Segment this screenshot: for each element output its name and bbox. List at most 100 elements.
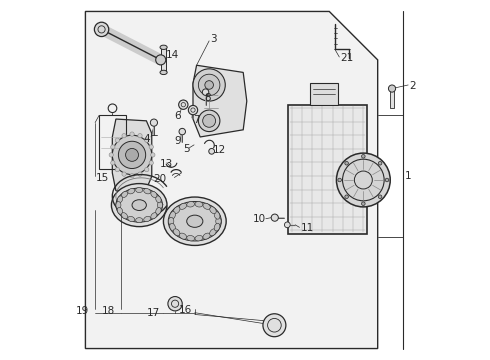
- Circle shape: [362, 202, 365, 206]
- Circle shape: [168, 297, 182, 311]
- Ellipse shape: [170, 223, 175, 231]
- Ellipse shape: [156, 196, 161, 203]
- Circle shape: [130, 132, 134, 136]
- Ellipse shape: [128, 216, 135, 222]
- Ellipse shape: [173, 207, 180, 213]
- Ellipse shape: [203, 203, 210, 210]
- Text: 10: 10: [253, 215, 267, 224]
- Ellipse shape: [144, 216, 150, 222]
- Ellipse shape: [179, 203, 187, 210]
- Circle shape: [337, 153, 390, 207]
- Circle shape: [285, 222, 290, 228]
- Ellipse shape: [111, 184, 167, 226]
- Ellipse shape: [169, 217, 174, 225]
- Circle shape: [122, 134, 126, 138]
- Ellipse shape: [216, 217, 221, 225]
- Ellipse shape: [210, 207, 216, 213]
- Ellipse shape: [160, 70, 167, 75]
- Ellipse shape: [187, 202, 195, 207]
- Circle shape: [145, 138, 149, 142]
- Circle shape: [145, 167, 149, 172]
- Circle shape: [179, 100, 188, 109]
- Bar: [310, 83, 338, 105]
- Bar: [288, 105, 367, 234]
- Text: 12: 12: [213, 145, 226, 155]
- Ellipse shape: [117, 207, 122, 214]
- Ellipse shape: [187, 215, 203, 227]
- Ellipse shape: [157, 202, 163, 209]
- Bar: [161, 47, 167, 72]
- Ellipse shape: [173, 229, 180, 236]
- Ellipse shape: [210, 229, 216, 236]
- Text: 7: 7: [193, 115, 199, 125]
- Ellipse shape: [116, 202, 121, 209]
- Ellipse shape: [187, 235, 195, 241]
- Polygon shape: [85, 12, 378, 348]
- Text: 17: 17: [147, 309, 160, 318]
- Circle shape: [138, 134, 142, 138]
- Ellipse shape: [195, 235, 203, 241]
- Ellipse shape: [195, 202, 203, 207]
- Circle shape: [188, 105, 197, 115]
- Circle shape: [151, 153, 155, 157]
- Circle shape: [115, 138, 120, 142]
- Circle shape: [198, 110, 220, 132]
- Circle shape: [209, 148, 215, 154]
- Ellipse shape: [132, 200, 147, 211]
- Bar: [390, 89, 394, 108]
- Ellipse shape: [151, 192, 157, 198]
- Text: 14: 14: [166, 50, 179, 60]
- Ellipse shape: [214, 212, 220, 219]
- Ellipse shape: [144, 189, 150, 194]
- Text: 20: 20: [154, 174, 167, 184]
- Circle shape: [109, 153, 113, 157]
- Circle shape: [149, 145, 153, 149]
- Ellipse shape: [214, 223, 220, 231]
- Circle shape: [271, 214, 278, 221]
- Circle shape: [149, 161, 153, 165]
- Circle shape: [150, 119, 157, 126]
- Polygon shape: [193, 65, 247, 137]
- Circle shape: [389, 85, 395, 92]
- Text: 9: 9: [174, 136, 181, 145]
- Text: 6: 6: [174, 111, 181, 121]
- Circle shape: [122, 172, 126, 176]
- Ellipse shape: [151, 213, 157, 219]
- Circle shape: [345, 195, 348, 198]
- Circle shape: [115, 167, 120, 172]
- Text: 18: 18: [102, 306, 115, 316]
- Circle shape: [338, 178, 342, 182]
- Ellipse shape: [136, 218, 143, 223]
- Circle shape: [263, 314, 286, 337]
- Bar: [99, 116, 126, 169]
- Circle shape: [111, 145, 115, 149]
- Ellipse shape: [179, 233, 187, 239]
- Circle shape: [203, 114, 216, 127]
- Circle shape: [345, 162, 348, 165]
- Text: 16: 16: [179, 305, 192, 315]
- Circle shape: [112, 135, 152, 175]
- Ellipse shape: [136, 188, 143, 193]
- Circle shape: [378, 162, 382, 165]
- Text: 2: 2: [409, 81, 416, 91]
- Ellipse shape: [203, 233, 210, 239]
- Text: 21: 21: [340, 53, 353, 63]
- Ellipse shape: [117, 196, 122, 203]
- Ellipse shape: [122, 192, 127, 198]
- Ellipse shape: [160, 45, 167, 49]
- Circle shape: [205, 81, 214, 89]
- Circle shape: [138, 172, 142, 176]
- Text: 8: 8: [204, 93, 210, 103]
- Circle shape: [95, 22, 109, 37]
- Text: 11: 11: [300, 224, 314, 233]
- Circle shape: [378, 195, 382, 198]
- Text: 4: 4: [144, 134, 150, 144]
- Polygon shape: [112, 119, 152, 191]
- Ellipse shape: [128, 189, 135, 194]
- Circle shape: [125, 148, 139, 161]
- Ellipse shape: [170, 212, 175, 219]
- Text: 5: 5: [183, 144, 190, 154]
- Ellipse shape: [122, 213, 127, 219]
- Circle shape: [119, 141, 146, 168]
- Ellipse shape: [156, 207, 161, 214]
